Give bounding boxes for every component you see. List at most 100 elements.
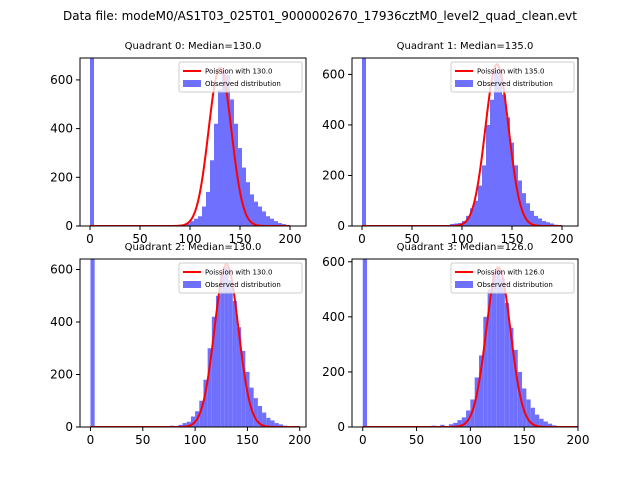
histogram-bar	[498, 74, 502, 226]
histogram-bar	[486, 124, 490, 226]
y-tick-label: 400	[322, 310, 345, 324]
x-tick-label: 0	[86, 232, 94, 246]
histogram-bar	[478, 185, 482, 226]
histogram-bar	[491, 272, 497, 427]
histogram-bar	[226, 75, 230, 226]
histogram-bar	[207, 348, 212, 427]
histogram-bar	[234, 123, 238, 226]
histogram-bar	[222, 70, 226, 226]
y-tick-label: 200	[322, 168, 345, 182]
histogram-bar	[534, 215, 538, 226]
histogram-bar	[206, 191, 210, 226]
histogram-bar	[530, 210, 534, 226]
histogram-bar	[236, 327, 242, 427]
histogram-bar	[214, 123, 218, 226]
histogram-bar	[262, 211, 266, 226]
x-tick-label: 100	[184, 433, 207, 447]
legend-bar-swatch	[455, 281, 473, 288]
histogram-bar	[186, 421, 191, 427]
histogram-bar	[246, 182, 250, 226]
x-tick-label: 150	[513, 433, 536, 447]
poisson-curve	[90, 66, 290, 226]
histogram-bar	[509, 327, 514, 427]
legend: Poission with 126.0 Observed distribution	[450, 262, 575, 294]
histogram-bar	[506, 117, 510, 226]
histogram-bar	[278, 223, 282, 226]
histogram-bar	[199, 400, 204, 427]
quadrant-0-panel: 0 50 100 150 200 0 200 400 600 Quadrant 0: Median…	[50, 41, 307, 246]
histogram-bar	[278, 424, 283, 427]
histogram-bar	[257, 406, 263, 427]
histogram-bar	[543, 421, 548, 427]
histogram-bar	[483, 316, 488, 427]
y-tick-label: 0	[65, 219, 73, 233]
histogram-bar	[211, 316, 217, 427]
histogram-bar	[258, 206, 262, 226]
histogram-bar	[232, 301, 237, 427]
histogram-bar	[220, 274, 225, 427]
y-tick-label: 400	[322, 118, 345, 132]
histogram-bar	[542, 220, 546, 226]
histogram-bar	[362, 58, 366, 226]
histogram-bar	[266, 417, 271, 427]
x-tick-label: 50	[135, 433, 150, 447]
histogram-bars	[362, 259, 578, 427]
x-tick-label: 50	[132, 232, 147, 246]
histogram-bar	[522, 193, 526, 226]
histogram-bar	[474, 377, 479, 427]
histogram-bar	[210, 160, 214, 226]
histogram-bar	[517, 371, 523, 427]
figure-title: Data file: modeM0/AS1T03_025T01_90000026…	[63, 9, 577, 23]
x-tick-label: 200	[288, 433, 311, 447]
histogram-bar	[550, 223, 554, 226]
legend-box	[450, 262, 575, 294]
x-tick-label: 200	[551, 232, 574, 246]
y-tick-label: 0	[337, 219, 345, 233]
legend-observed-label: Observed distribution	[477, 80, 553, 88]
histogram-bar	[216, 295, 221, 427]
y-tick-label: 600	[322, 255, 345, 269]
histogram-bar	[474, 200, 478, 226]
histogram-bars	[90, 58, 294, 226]
histogram-bar	[534, 414, 540, 427]
histogram-bar	[250, 194, 254, 226]
histogram-bar	[242, 167, 246, 226]
x-tick-label: 150	[229, 232, 252, 246]
x-tick-label: 0	[359, 433, 367, 447]
histogram-bar	[461, 417, 467, 427]
x-tick-label: 50	[404, 232, 419, 246]
y-tick-label: 200	[50, 368, 73, 382]
legend-observed-label: Observed distribution	[205, 80, 281, 88]
x-tick-label: 150	[236, 433, 259, 447]
histogram-bar	[440, 424, 445, 427]
legend: Poission with 130.0 Observed distribution	[178, 262, 303, 294]
x-tick-label: 100	[451, 232, 474, 246]
axes-frame	[351, 258, 579, 428]
histogram-bar	[266, 216, 270, 226]
legend-box	[178, 61, 303, 93]
y-tick-label: 400	[50, 315, 73, 329]
histogram-bar	[270, 218, 274, 226]
histogram-bar	[228, 280, 233, 427]
histogram-bar	[494, 69, 498, 226]
histogram-bar	[90, 259, 95, 427]
y-tick-label: 600	[50, 263, 73, 277]
poisson-curve	[362, 63, 562, 226]
histogram-bars	[90, 259, 300, 427]
histogram-bar	[526, 399, 531, 427]
quadrant-2-panel: 0 50 100 150 200 0 200 400 600 Quadrant 2: Median…	[50, 242, 311, 447]
histogram-bar	[510, 142, 514, 226]
histogram-bars	[362, 58, 562, 226]
legend-poisson-label: Poission with 126.0	[477, 269, 545, 277]
histogram-bar	[241, 350, 246, 427]
axes-frame	[79, 57, 307, 227]
x-tick-label: 150	[501, 232, 524, 246]
histogram-bar	[186, 223, 190, 226]
quadrant-title: Quadrant 0: Median=130.0	[125, 41, 262, 52]
histogram-bar	[547, 423, 553, 427]
histogram-bar	[218, 89, 222, 226]
histogram-bar	[194, 218, 198, 226]
histogram-bar	[546, 222, 550, 226]
y-tick-label: 200	[50, 170, 73, 184]
histogram-bar	[230, 99, 234, 226]
